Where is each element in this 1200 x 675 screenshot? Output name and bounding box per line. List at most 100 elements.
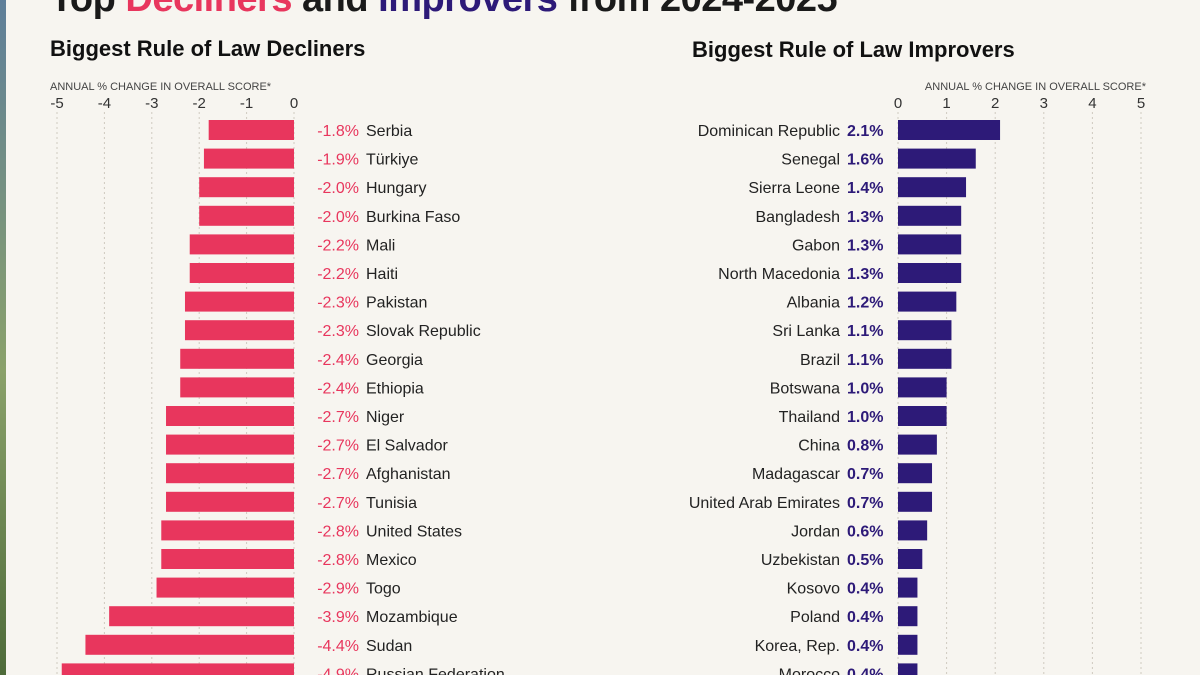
decliner-bar bbox=[161, 520, 294, 541]
improver-country-label: Poland bbox=[790, 609, 840, 626]
decliner-value-label: -2.7% bbox=[317, 495, 359, 512]
improver-country-label: Kosovo bbox=[787, 581, 840, 598]
decliner-country-label: El Salvador bbox=[366, 438, 448, 455]
decliner-bar bbox=[199, 177, 294, 198]
improver-country-label: Brazil bbox=[800, 352, 840, 369]
improver-bar bbox=[898, 520, 928, 541]
background-edge-strip bbox=[0, 0, 6, 675]
decliner-bar bbox=[166, 463, 294, 484]
decliner-bar bbox=[61, 663, 294, 675]
decliner-value-label: -2.2% bbox=[317, 266, 359, 283]
headline-part2: and bbox=[292, 0, 378, 20]
improver-value-label: 1.1% bbox=[847, 323, 883, 340]
decliner-bar bbox=[166, 491, 294, 512]
improver-value-label: 0.4% bbox=[847, 638, 883, 655]
decliner-country-label: Burkina Faso bbox=[366, 209, 460, 226]
decliner-country-label: Sudan bbox=[366, 638, 412, 655]
improvers-tick-label: 2 bbox=[991, 95, 999, 112]
decliner-country-label: Mexico bbox=[366, 552, 417, 569]
page-headline: Top Decliners and Improvers from 2024-20… bbox=[50, 0, 838, 20]
improver-country-label: North Macedonia bbox=[718, 266, 840, 283]
decliners-labels: -1.8% Serbia -1.9% Türkiye -2.0% Hungary -2.0%… bbox=[317, 123, 505, 675]
improver-value-label: 2.1% bbox=[847, 123, 883, 140]
improver-country-label: Sri Lanka bbox=[772, 323, 840, 340]
decliner-bar bbox=[189, 263, 294, 283]
improver-bar bbox=[898, 234, 962, 255]
decliners-chart: Biggest Rule of Law Decliners ANNUAL % C… bbox=[50, 36, 505, 675]
improver-country-label: Korea, Rep. bbox=[755, 638, 840, 655]
improver-bar bbox=[898, 120, 1001, 140]
improver-bar bbox=[898, 577, 918, 598]
improver-country-label: Madagascar bbox=[752, 466, 841, 483]
improver-bar bbox=[898, 177, 967, 198]
decliner-value-label: -2.8% bbox=[317, 523, 359, 540]
improver-country-label: Uzbekistan bbox=[761, 552, 840, 569]
improver-value-label: 1.3% bbox=[847, 266, 883, 283]
improvers-tick-label: 0 bbox=[894, 95, 902, 112]
improver-value-label: 0.4% bbox=[847, 666, 883, 675]
decliner-country-label: Türkiye bbox=[366, 152, 419, 169]
improver-country-label: Jordan bbox=[791, 523, 840, 540]
decliner-bar bbox=[180, 348, 294, 369]
decliners-tick-label: -1 bbox=[240, 95, 253, 112]
improvers-chart-title: Biggest Rule of Law Improvers bbox=[692, 37, 1015, 62]
decliner-bar bbox=[85, 634, 294, 655]
decliners-axis-ticks: -5 -4 -3 -2 -1 0 bbox=[50, 95, 298, 112]
decliner-value-label: -2.7% bbox=[317, 409, 359, 426]
improver-country-label: Botswana bbox=[770, 380, 840, 397]
improver-bar bbox=[898, 148, 976, 169]
decliner-value-label: -2.0% bbox=[317, 209, 359, 226]
improver-bar bbox=[898, 263, 962, 283]
improver-value-label: 1.2% bbox=[847, 295, 883, 312]
improver-value-label: 1.0% bbox=[847, 409, 883, 426]
decliner-bar bbox=[208, 120, 294, 140]
decliner-value-label: -2.4% bbox=[317, 352, 359, 369]
improver-bar bbox=[898, 205, 962, 226]
decliner-country-label: Niger bbox=[366, 409, 405, 426]
improvers-axis-ticks: 0 1 2 3 4 5 bbox=[894, 95, 1145, 112]
improver-country-label: Sierra Leone bbox=[748, 180, 840, 197]
decliner-value-label: -1.9% bbox=[317, 152, 359, 169]
improver-country-label: Dominican Republic bbox=[698, 123, 840, 140]
decliners-tick-label: -4 bbox=[98, 95, 111, 112]
decliner-value-label: -2.4% bbox=[317, 380, 359, 397]
improver-value-label: 0.6% bbox=[847, 523, 883, 540]
improver-country-label: Senegal bbox=[781, 152, 840, 169]
improver-country-label: Gabon bbox=[792, 237, 840, 254]
decliner-country-label: Mali bbox=[366, 237, 395, 254]
decliner-country-label: Ethiopia bbox=[366, 380, 424, 397]
decliner-country-label: Afghanistan bbox=[366, 466, 451, 483]
improver-country-label: China bbox=[798, 438, 840, 455]
decliner-bar bbox=[166, 434, 294, 455]
improver-bar bbox=[898, 377, 947, 398]
decliner-bar bbox=[156, 577, 294, 598]
improver-bar bbox=[898, 320, 952, 341]
improver-country-label: Morocco bbox=[779, 666, 840, 675]
improver-value-label: 1.6% bbox=[847, 152, 883, 169]
decliners-tick-label: -5 bbox=[50, 95, 63, 112]
decliners-bars bbox=[61, 120, 294, 675]
decliners-chart-title: Biggest Rule of Law Decliners bbox=[50, 36, 365, 61]
improver-bar bbox=[898, 348, 952, 369]
improver-value-label: 0.5% bbox=[847, 552, 883, 569]
decliner-bar bbox=[180, 377, 294, 398]
decliner-country-label: United States bbox=[366, 523, 462, 540]
improver-value-label: 0.4% bbox=[847, 581, 883, 598]
decliners-tick-label: -2 bbox=[193, 95, 206, 112]
decliner-bar bbox=[166, 406, 294, 426]
improvers-tick-label: 4 bbox=[1088, 95, 1096, 112]
decliner-value-label: -2.3% bbox=[317, 323, 359, 340]
decliner-country-label: Hungary bbox=[366, 180, 426, 197]
improver-value-label: 0.7% bbox=[847, 495, 883, 512]
decliner-country-label: Russian Federation bbox=[366, 666, 505, 675]
decliner-value-label: -3.9% bbox=[317, 609, 359, 626]
improvers-chart: Biggest Rule of Law Improvers ANNUAL % C… bbox=[689, 37, 1147, 675]
improver-bar bbox=[898, 406, 947, 426]
decliner-country-label: Slovak Republic bbox=[366, 323, 481, 340]
headline-part1: Top bbox=[50, 0, 125, 20]
decliner-country-label: Serbia bbox=[366, 123, 412, 140]
improver-bar bbox=[898, 463, 933, 484]
improver-bar bbox=[898, 634, 918, 655]
improver-bar bbox=[898, 491, 933, 512]
